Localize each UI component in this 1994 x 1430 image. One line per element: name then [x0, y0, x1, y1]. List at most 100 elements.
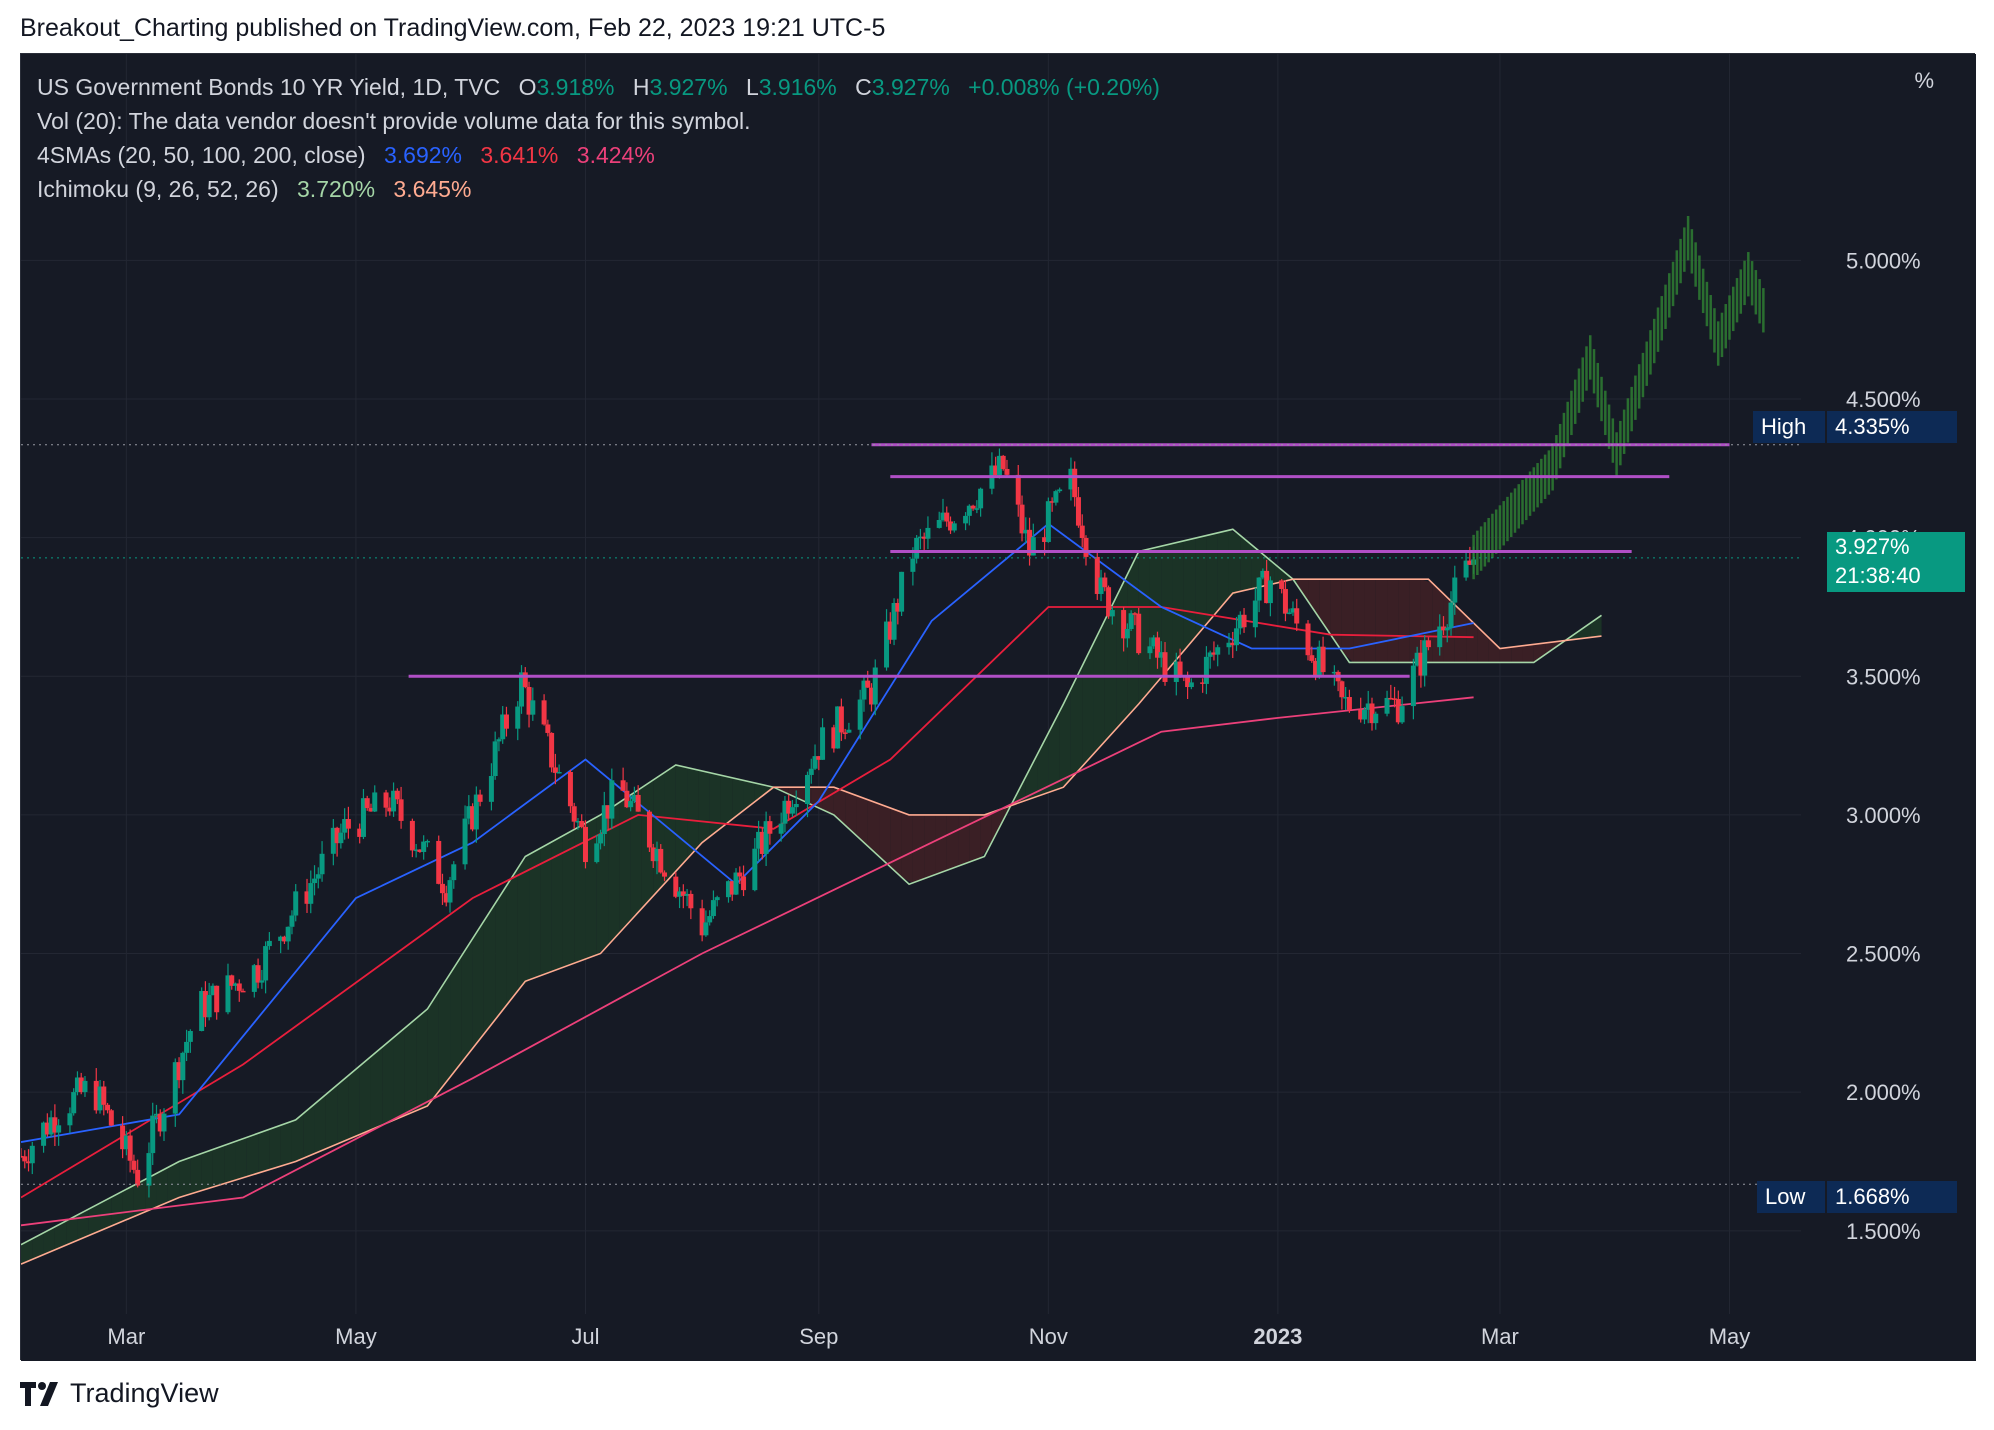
- close-value: 3.927%: [871, 74, 950, 100]
- ichimoku-cloud-segment: [653, 772, 665, 897]
- candle-body: [1177, 661, 1183, 676]
- candle-body: [635, 794, 641, 812]
- candle-body: [357, 828, 363, 837]
- candle-body: [1173, 661, 1179, 682]
- symbol-label[interactable]: US Government Bonds 10 YR Yield, 1D, TVC: [37, 74, 501, 100]
- volume-legend-row[interactable]: Vol (20): The data vendor doesn't provid…: [37, 108, 751, 134]
- candle-body: [1452, 577, 1458, 603]
- x-tick-label: May: [1709, 1324, 1751, 1349]
- footer-brand[interactable]: TradingView: [20, 1378, 219, 1409]
- candle-body: [383, 792, 389, 808]
- sma20-line: [21, 522, 1474, 1143]
- ichimoku-cloud-segment: [574, 823, 586, 964]
- candle-body: [56, 1125, 62, 1133]
- candle-body: [974, 508, 980, 510]
- ichimoku-cloud-segment: [1488, 637, 1500, 663]
- candle-body: [424, 840, 430, 843]
- candle-body: [345, 819, 351, 829]
- candle-body: [914, 537, 920, 559]
- candle-body: [447, 880, 453, 903]
- candle-body: [466, 806, 472, 819]
- candle-body: [582, 826, 588, 863]
- candle-body: [1305, 623, 1311, 656]
- candle-body: [255, 965, 261, 983]
- ichimoku-legend-row[interactable]: Ichimoku (9, 26, 52, 26) 3.720% 3.645%: [37, 172, 1160, 206]
- ichimoku-cloud-segment: [1070, 665, 1083, 779]
- candle-body: [391, 790, 397, 812]
- ichimoku-cloud-segment: [167, 1161, 180, 1203]
- ichimoku-cloud-segment: [359, 1056, 371, 1135]
- sma-legend-row[interactable]: 4SMAs (20, 50, 100, 200, close) 3.692% 3…: [37, 138, 1160, 172]
- price-chart[interactable]: 1.500%2.000%2.500%3.000%3.500%4.000%4.50…: [21, 54, 1976, 1361]
- candle-body: [1075, 497, 1081, 526]
- candle-body: [1200, 682, 1206, 684]
- candle-body: [910, 558, 916, 572]
- candle-body: [978, 488, 984, 509]
- candle-body: [725, 881, 731, 898]
- candle-body: [1083, 537, 1089, 557]
- candle-body: [1463, 560, 1469, 578]
- candle-body: [1226, 642, 1232, 648]
- ichimoku-cloud-segment: [156, 1167, 168, 1208]
- candle-body: [654, 848, 660, 862]
- candle-body: [631, 794, 637, 802]
- candle-body: [278, 936, 284, 941]
- ichimoku-cloud-segment: [472, 921, 484, 1049]
- candle-body: [1331, 671, 1337, 674]
- candle-body: [857, 699, 863, 730]
- candle-body: [598, 833, 604, 844]
- candle-body: [285, 926, 291, 942]
- candle-body: [556, 771, 562, 774]
- candle-body: [503, 714, 509, 729]
- candle-body: [1294, 608, 1300, 624]
- ichimoku-cloud-segment: [1499, 647, 1512, 663]
- ichimoku-cloud-segment: [190, 1153, 202, 1195]
- ichimoku-cloud-segment: [269, 1125, 281, 1170]
- candle-body: [172, 1062, 178, 1114]
- candle-body: [1027, 529, 1033, 556]
- candle-body: [41, 1122, 47, 1146]
- chart-panel[interactable]: 1.500%2.000%2.500%3.000%3.500%4.000%4.50…: [20, 53, 1976, 1361]
- candle-body: [342, 819, 348, 833]
- candle-body: [1343, 697, 1349, 699]
- low-tag-label: Low: [1757, 1181, 1825, 1213]
- candle-body: [44, 1122, 50, 1135]
- candle-body: [966, 505, 972, 516]
- candle-body: [1215, 647, 1221, 655]
- candle-body: [477, 794, 483, 802]
- candle-body: [812, 756, 818, 769]
- candle-body: [917, 536, 923, 539]
- ichimoku-cloud-segment: [980, 812, 992, 858]
- ichimoku-cloud-segment: [1432, 582, 1444, 663]
- candle-body: [899, 571, 905, 612]
- chart-legend: US Government Bonds 10 YR Yield, 1D, TVC…: [37, 70, 1160, 206]
- chart-background: [21, 54, 1976, 1361]
- candle-body: [605, 805, 611, 819]
- ichimoku-cloud-segment: [1172, 540, 1184, 665]
- ichimoku-cloud-segment: [529, 848, 541, 980]
- candle-body: [1361, 709, 1367, 720]
- candle-body: [835, 706, 841, 749]
- ichimoku-cloud-segment: [438, 973, 451, 1092]
- candle-body: [78, 1077, 84, 1093]
- candle-body: [872, 667, 878, 705]
- ichimoku-cloud-segment: [1149, 546, 1162, 691]
- ichimoku-cloud-segment: [1116, 574, 1128, 729]
- candle-body: [756, 831, 762, 849]
- ichimoku-cloud-segment: [856, 795, 868, 847]
- symbol-legend-row[interactable]: US Government Bonds 10 YR Yield, 1D, TVC…: [37, 70, 1160, 104]
- candle-body: [951, 523, 957, 531]
- ichimoku-cloud-segment: [1037, 733, 1049, 797]
- ichimoku-cloud-segment: [1048, 711, 1060, 793]
- candle-body: [1000, 455, 1006, 469]
- candle-body: [1316, 646, 1322, 677]
- ichimoku-cloud-segment: [506, 868, 518, 1006]
- sma50-value: 3.641%: [480, 142, 559, 168]
- candle-body: [1358, 709, 1364, 720]
- candle-body: [206, 994, 212, 1018]
- ichimoku-cloud-segment: [754, 782, 767, 802]
- candle-body: [1320, 646, 1326, 673]
- candle-body: [240, 990, 246, 993]
- candle-body: [552, 767, 558, 773]
- ichimoku-cloud-segment: [1341, 579, 1354, 663]
